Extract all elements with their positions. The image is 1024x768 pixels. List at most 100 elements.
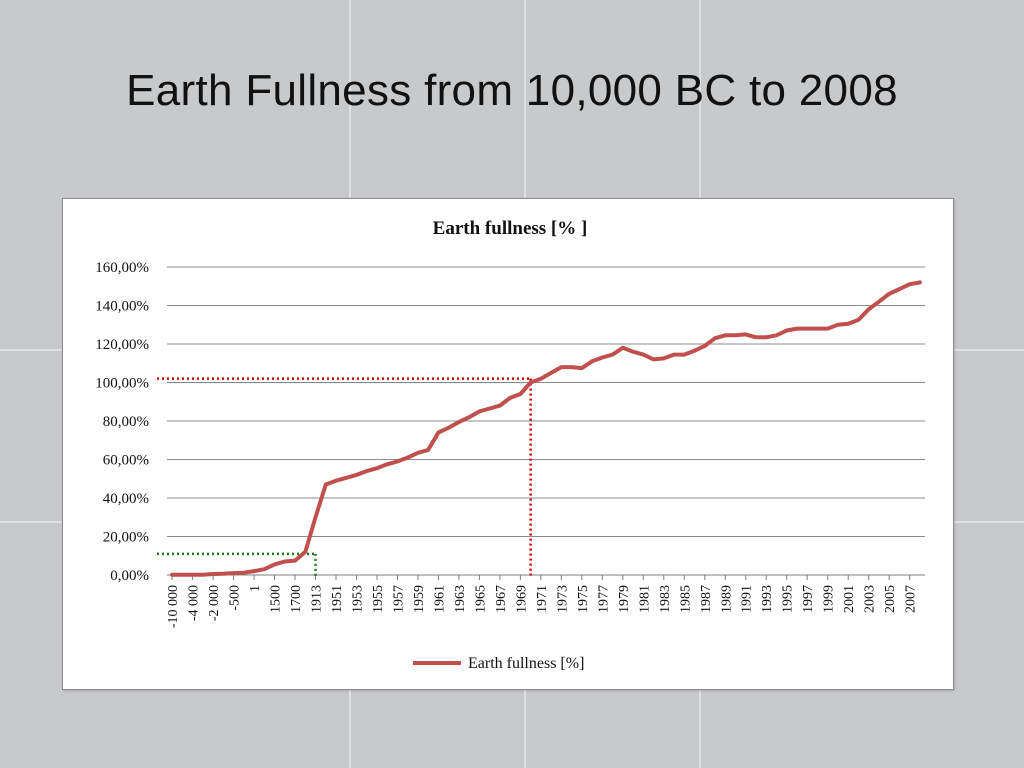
y-tick-label: 40,00% [103,491,149,507]
x-tick-label: 1975 [576,585,591,613]
data-point [815,327,820,331]
data-point [252,569,256,573]
x-tick-label: -10 000 [166,585,181,628]
chart-container: Earth fullness [% ] 0,00% 20,00% 40,00% 60,… [62,198,954,690]
data-point [621,346,625,350]
x-tick-label: 1500 [269,585,284,613]
line-chart: Earth fullness [% ] 0,00% 20,00% 40,00% 60,… [95,218,925,672]
data-point [303,550,307,554]
data-point [293,558,297,563]
data-point [467,415,471,419]
y-tick-label: 100,00% [95,376,149,392]
data-point [529,380,533,385]
x-tick-label: 1963 [453,585,468,613]
x-tick-label: 2001 [842,585,857,613]
data-point [826,327,830,331]
data-point [682,352,686,357]
data-point [242,571,246,575]
y-tick-label: 140,00% [95,299,149,315]
data-point [477,409,482,413]
data-point [805,327,809,331]
data-point [764,335,768,339]
data-point [354,473,359,477]
x-tick-label: 1951 [330,585,345,613]
x-tick-label: 1981 [637,585,652,613]
y-tick-label: 80,00% [103,414,149,430]
data-point [283,559,287,564]
x-tick-label: 1999 [822,585,837,613]
x-tick-label: 2003 [863,585,878,613]
data-point [426,448,430,452]
x-tick-label: 1989 [719,585,734,613]
data-point [365,469,369,473]
data-point [334,479,338,483]
data-point [641,352,645,357]
x-tick-label: 2005 [883,585,898,613]
x-tick-label: 2007 [904,585,919,613]
data-point [324,482,328,487]
data-point [221,572,225,576]
x-tick-label: 1 [248,585,263,592]
data-point [457,420,461,424]
series-line [170,280,922,577]
x-tick-label: 1969 [514,585,529,613]
data-point [508,396,512,400]
data-point [733,333,738,337]
x-tick-label: -4 000 [187,585,202,621]
data-point [651,357,656,361]
chart-title: Earth fullness [% ] [433,218,588,239]
data-point [590,359,594,363]
data-point [559,365,563,369]
y-tick-label: 60,00% [103,453,149,469]
data-point [436,430,441,435]
x-tick-label: 1991 [740,585,755,613]
x-tick-label: 1967 [494,585,509,613]
x-tick-label: 1979 [617,585,632,613]
x-tick-label: 1985 [678,585,693,613]
slide-title: Earth Fullness from 10,000 BC to 2008 [126,66,898,115]
data-point [395,459,400,464]
data-point [662,356,666,361]
y-tick-label: 0,00% [110,568,149,584]
data-point [375,466,379,470]
data-point [447,426,451,430]
data-point [211,572,215,576]
data-point [600,355,604,360]
data-point [416,451,420,455]
data-point [610,352,615,357]
data-point [703,344,707,348]
legend: Earth fullness [%] [413,655,584,672]
y-tick-label: 20,00% [103,530,149,546]
data-point [580,366,584,370]
data-point [385,462,389,466]
data-point [570,365,574,369]
data-point [488,406,492,411]
x-tick-label: 1965 [473,585,488,613]
data-point [498,404,502,408]
data-point [887,292,891,296]
x-tick-label: 1957 [391,585,406,613]
data-point [180,573,184,577]
x-tick-label: -2 000 [207,585,222,621]
x-tick-label: 1955 [371,585,386,613]
data-point [344,476,348,480]
data-point [754,335,758,339]
data-point [272,562,277,567]
data-point [672,352,676,357]
data-point [231,571,236,575]
x-tick-label: -500 [228,585,243,611]
data-point [774,333,779,337]
data-point [908,282,912,286]
legend-label: Earth fullness [%] [468,655,584,672]
x-tick-label: 1995 [781,585,796,613]
data-point [846,322,850,326]
x-tick-label: 1971 [535,585,550,613]
data-point [918,280,922,284]
x-tick-label: 1961 [432,585,447,613]
data-point [313,515,318,519]
x-tick-label: 1953 [351,585,366,613]
x-tick-label: 1913 [310,585,325,613]
x-tick-label: 1997 [801,585,816,613]
x-tick-label: 1983 [658,585,673,613]
data-point [170,573,174,577]
